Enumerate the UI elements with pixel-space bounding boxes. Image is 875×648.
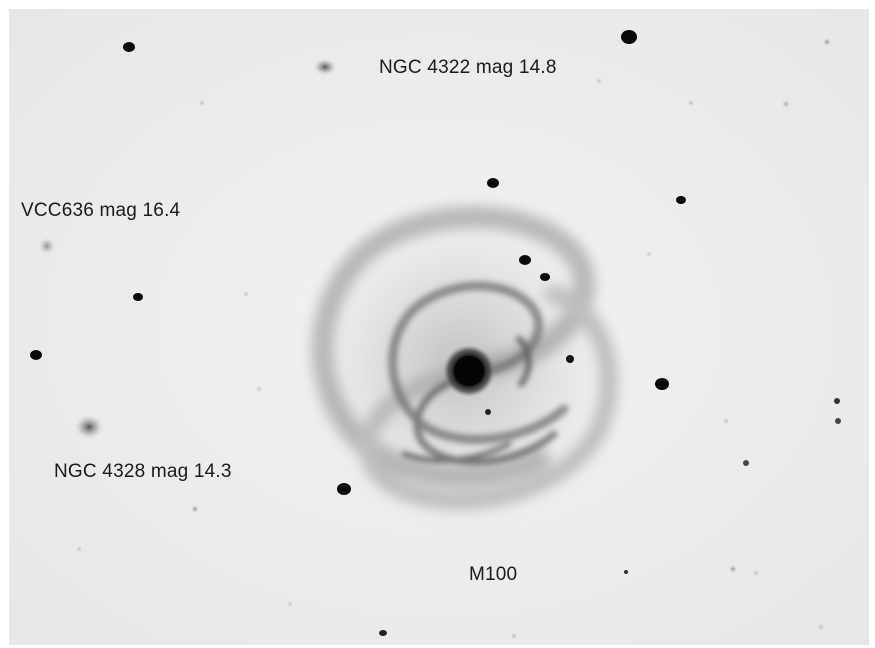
- spiral-arms-inner: [388, 281, 569, 466]
- ngc4328-label: NGC 4328 mag 14.3: [54, 461, 232, 482]
- star: [540, 273, 550, 281]
- star: [566, 355, 574, 363]
- star: [621, 30, 637, 44]
- star: [30, 350, 42, 360]
- star: [835, 418, 841, 424]
- star: [379, 630, 387, 636]
- star: [487, 178, 499, 188]
- vcc636-galaxy: [38, 237, 56, 255]
- star: [337, 483, 351, 495]
- ngc4328-galaxy: [74, 414, 104, 440]
- star: [133, 293, 143, 301]
- ngc4322-galaxy: [313, 58, 337, 76]
- star: [624, 570, 628, 574]
- ngc4322-label: NGC 4322 mag 14.8: [379, 57, 557, 78]
- stars: [30, 30, 841, 636]
- star: [519, 255, 531, 265]
- star: [676, 196, 686, 204]
- star: [834, 398, 840, 404]
- galaxy-nucleus: [454, 356, 484, 386]
- star: [123, 42, 135, 52]
- star: [485, 409, 491, 415]
- galaxy-photograph: NGC 4322 mag 14.8 VCC636 mag 16.4 NGC 43…: [9, 9, 869, 645]
- spiral-arms-outer: [311, 206, 618, 510]
- sky-field: [9, 9, 869, 645]
- star: [743, 460, 749, 466]
- m100-label: M100: [469, 564, 518, 585]
- faint-stars: [77, 40, 829, 638]
- m100-galaxy: [289, 194, 629, 534]
- vcc636-label: VCC636 mag 16.4: [21, 200, 181, 221]
- star: [655, 378, 669, 390]
